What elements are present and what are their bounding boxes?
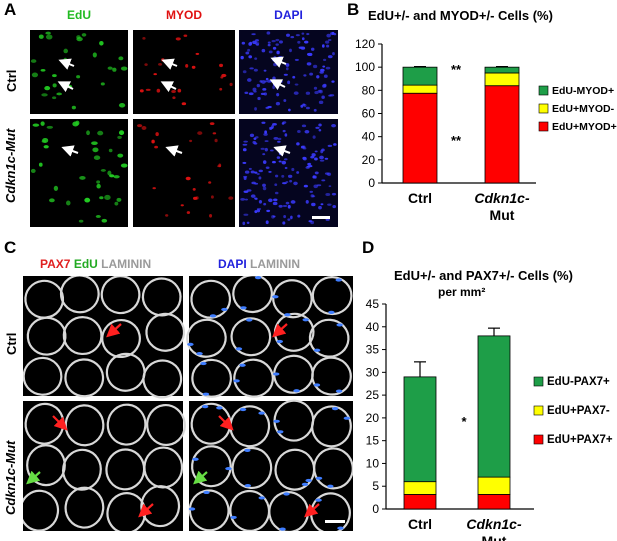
chart-subtitle-d: per mm² [438, 285, 486, 299]
legend-swatch [538, 103, 549, 114]
bar-segment [477, 494, 511, 510]
stain-label-dapi: DAPI [218, 257, 247, 271]
arrow-indicator [138, 503, 154, 518]
stain-label-laminin-right: LAMININ [250, 257, 301, 271]
stain-legend-left: PAX7 EdU LAMININ [40, 257, 151, 271]
bar-segment [484, 66, 520, 74]
bar-segment [403, 494, 437, 510]
arrow-indicator [269, 79, 286, 91]
micrograph-grid-c [23, 276, 353, 531]
arrow-indicator [57, 81, 74, 93]
y-tick-label: 20 [366, 411, 380, 425]
arrow-indicator [304, 503, 320, 518]
legend-label: EdU+MYOD- [552, 103, 615, 115]
arrow-indicator [193, 470, 208, 485]
y-tick-label: 0 [372, 502, 379, 516]
legend-swatch [538, 85, 549, 96]
arrow-indicator [58, 58, 75, 70]
panel-letter-a: A [4, 0, 17, 19]
stain-label-edu: EdU [73, 257, 98, 271]
bar-segment [484, 85, 520, 184]
bar-segment [402, 66, 438, 86]
arrow-indicator [218, 415, 234, 431]
legend-label: EdU-PAX7+ [547, 376, 610, 388]
arrow-indicator [160, 81, 177, 93]
significance-marker: ** [451, 62, 462, 77]
bar-segment [403, 481, 437, 495]
y-tick-label: 45 [366, 297, 380, 311]
y-tick-label: 5 [372, 479, 379, 493]
chart-title-d: EdU+/- and PAX7+/- Cells (%) [394, 268, 573, 283]
x-tick-label: Mut [482, 533, 507, 541]
chart-title-b: EdU+/- and MYOD+/- Cells (%) [368, 8, 553, 23]
micrograph-grid-a [30, 30, 338, 227]
legend-swatch [533, 405, 544, 416]
row-label-ctrl-c: Ctrl [4, 332, 19, 355]
legend-label: EdU+MYOD+ [552, 121, 617, 133]
arrow-indicator [61, 145, 79, 157]
significance-marker: ** [451, 133, 462, 148]
y-tick-label: 10 [366, 456, 380, 470]
micrograph-edu-ctrl [30, 30, 128, 114]
arrow-indicator [52, 415, 68, 431]
row-label-mut-c: Cdkn1c-Mut [3, 440, 18, 515]
bar-segment [477, 476, 511, 495]
chart-d: 0 5 10 15 20 25 30 35 40 45 Ctrl Cdkn1c-Mut * EdU-PAX… [366, 297, 613, 541]
stain-legend-right: DAPI LAMININ [218, 257, 300, 271]
channel-label-dapi: DAPI [274, 8, 303, 22]
panel-letter-d: D [362, 238, 375, 257]
stain-label-pax7: PAX7 [40, 257, 71, 271]
arrow-indicator [273, 145, 291, 157]
micrograph-edu-mut [30, 119, 128, 227]
arrow-indicator [272, 323, 288, 338]
y-tick-label: 80 [362, 83, 376, 97]
x-tick-label: Cdkn1c- [474, 190, 530, 206]
arrow-indicator [26, 470, 41, 485]
significance-marker: * [461, 414, 467, 429]
arrow-indicator [270, 56, 287, 68]
y-tick-label: 25 [366, 388, 380, 402]
scale-bar [312, 216, 330, 219]
y-tick-label: 20 [362, 153, 376, 167]
micrograph-myod-ctrl [133, 30, 235, 114]
bar-segment [403, 376, 437, 483]
bar-segment [477, 335, 511, 478]
arrow-indicator [165, 145, 183, 157]
arrow-indicator [161, 58, 178, 70]
stain-label-laminin: LAMININ [101, 257, 152, 271]
x-tick-label: Cdkn1c- [466, 516, 522, 532]
y-tick-label: 120 [355, 37, 375, 51]
chart-b: 0 20 40 60 80 100 120 Ctrl Cdkn1c-Mut ** ** EdU-MYO… [355, 37, 617, 223]
y-tick-label: 0 [368, 176, 375, 190]
micrograph-myod-mut [133, 119, 235, 227]
bar-segment [402, 84, 438, 94]
x-tick-label: Mut [490, 207, 515, 223]
channel-label-myod: MYOD [166, 8, 202, 22]
row-label-ctrl-a: Ctrl [4, 69, 19, 92]
panel-letter-c: C [4, 238, 17, 257]
y-tick-label: 40 [366, 320, 380, 334]
x-tick-label: Ctrl [408, 190, 432, 206]
legend-swatch [533, 376, 544, 387]
legend-label: EdU-MYOD+ [552, 85, 614, 97]
panel-letter-b: B [347, 0, 360, 19]
y-tick-label: 30 [366, 365, 380, 379]
y-tick-label: 60 [362, 107, 376, 121]
y-tick-label: 35 [366, 343, 380, 357]
legend-swatch [538, 121, 549, 132]
scale-bar [325, 520, 345, 523]
arrow-indicator [106, 323, 122, 338]
bar-segment [484, 72, 520, 87]
y-tick-label: 100 [355, 60, 375, 74]
channel-label-edu: EdU [67, 8, 91, 22]
legend-label: EdU+PAX7+ [547, 434, 613, 446]
y-tick-label: 40 [362, 130, 376, 144]
legend-label: EdU+PAX7- [547, 405, 610, 417]
row-label-mut-a: Cdkn1c-Mut [3, 128, 18, 203]
y-tick-label: 15 [366, 434, 380, 448]
x-tick-label: Ctrl [408, 516, 432, 532]
legend-swatch [533, 434, 544, 445]
bar-segment [402, 92, 438, 184]
